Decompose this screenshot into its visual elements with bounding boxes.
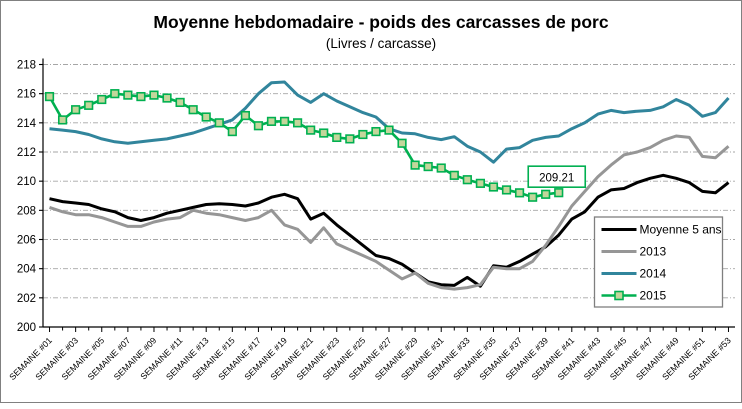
series-line-moyenne-5-ans xyxy=(49,173,730,288)
series-marker-2015 xyxy=(475,178,485,188)
series-line-2015 xyxy=(48,92,559,199)
series-marker-2015 xyxy=(541,189,551,199)
y-axis-label: 202 xyxy=(17,293,36,305)
series-marker-2015 xyxy=(384,125,394,135)
series-marker-2015 xyxy=(436,163,446,173)
series-marker-2015 xyxy=(253,121,264,131)
series-line-2013 xyxy=(49,134,730,291)
legend-item-2015: 2015 xyxy=(601,289,667,303)
series-marker-2015 xyxy=(175,97,185,108)
legend-item-2013: 2013 xyxy=(601,245,667,259)
series-marker-2015 xyxy=(149,90,159,100)
series-marker-2015 xyxy=(57,115,68,125)
series-marker-2015 xyxy=(214,118,224,128)
data-label-box xyxy=(527,165,587,188)
y-axis-label: 204 xyxy=(17,264,37,276)
legend-label: 2013 xyxy=(640,245,667,259)
annotation-layer: 209.21 xyxy=(527,165,587,188)
series-marker-2015 xyxy=(358,129,368,140)
legend-marker-sample xyxy=(614,290,624,301)
series-marker-2015 xyxy=(488,182,499,192)
y-axis-label: 200 xyxy=(17,322,36,334)
series-marker-2015 xyxy=(84,100,94,110)
series-marker-2015 xyxy=(319,128,329,138)
y-axis-label: 214 xyxy=(17,118,37,130)
series-marker-2015 xyxy=(306,125,316,135)
series-marker-2015 xyxy=(266,116,277,126)
legend-item-2014: 2014 xyxy=(601,267,667,281)
series-marker-2015 xyxy=(462,175,472,185)
legend-item-moyenne-5-ans: Moyenne 5 ans xyxy=(601,223,722,237)
series-marker-2015 xyxy=(410,160,420,170)
legend-label: 2015 xyxy=(640,289,667,303)
series-marker-2015 xyxy=(501,185,512,195)
y-axis-label: 206 xyxy=(17,235,36,247)
series-marker-2015 xyxy=(554,188,564,198)
series-marker-2015 xyxy=(423,161,433,172)
chart-subtitle: (Livres / carcasse) xyxy=(326,36,436,51)
series-marker-2015 xyxy=(371,126,381,137)
y-axis-label: 218 xyxy=(17,60,36,72)
series-marker-2015 xyxy=(71,105,81,115)
series-marker-2015 xyxy=(332,132,342,143)
y-axis-label: 212 xyxy=(17,147,36,159)
series-marker-2015 xyxy=(345,134,355,144)
series-marker-2015 xyxy=(528,192,538,202)
series-marker-2015 xyxy=(514,188,525,198)
series-marker-2015 xyxy=(201,112,211,122)
series-marker-2015 xyxy=(279,116,290,126)
series-marker-2015 xyxy=(97,94,107,105)
series-marker-2015 xyxy=(240,110,250,121)
series-layer xyxy=(44,80,730,291)
series-marker-2015 xyxy=(188,105,198,115)
series-marker-2015 xyxy=(123,90,133,100)
y-axis-label: 208 xyxy=(17,205,36,217)
series-marker-2015 xyxy=(110,89,120,99)
series-marker-2015 xyxy=(449,170,459,180)
series-marker-2015 xyxy=(136,91,146,102)
legend-label: Moyenne 5 ans xyxy=(640,223,722,237)
y-axis-label: 210 xyxy=(17,176,36,188)
series-marker-2015 xyxy=(162,93,172,103)
legend: Moyenne 5 ans 2013 2014 2015 xyxy=(593,216,724,308)
series-marker-2015 xyxy=(227,126,237,137)
data-label-text: 209.21 xyxy=(539,173,574,185)
series-marker-2015 xyxy=(44,91,55,102)
series-marker-2015 xyxy=(293,118,303,128)
y-axis-label: 216 xyxy=(17,89,36,101)
chart-title: Moyenne hebdomadaire - poids des carcass… xyxy=(153,12,608,32)
series-marker-2015 xyxy=(397,138,407,148)
legend-label: 2014 xyxy=(640,267,667,281)
